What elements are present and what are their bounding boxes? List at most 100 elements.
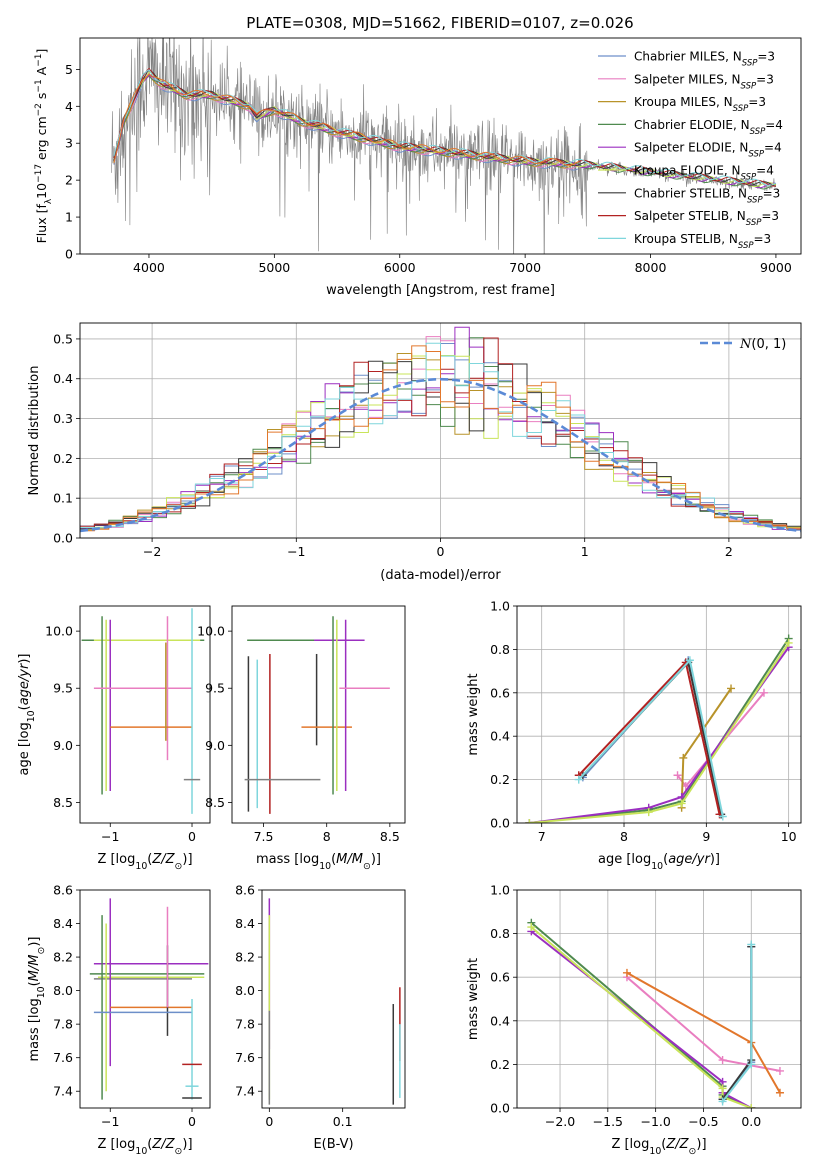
y-tick-label: 0.4 bbox=[53, 371, 73, 386]
y-tick-label: 0 bbox=[65, 247, 73, 262]
y-axis-label: mass weight bbox=[466, 673, 481, 755]
label-part: Z [log bbox=[97, 852, 135, 867]
plus-marker bbox=[673, 771, 682, 780]
legend-name: Kroupa ELODIE, N bbox=[634, 164, 741, 178]
plus-marker bbox=[747, 1104, 756, 1108]
y-tick-label: 1.0 bbox=[490, 883, 510, 898]
y-tick-label: 2 bbox=[65, 173, 73, 188]
x-tick-label: 6000 bbox=[384, 260, 416, 275]
model-spectrum-line bbox=[113, 73, 580, 166]
x-tick-label: 2 bbox=[725, 544, 733, 559]
y-tick-label: 0.4 bbox=[490, 729, 510, 744]
age-vs-metallicity-panel: −1 08.59.09.510.0Z [log10(Z/Z⊙)]age [log1… bbox=[17, 605, 211, 872]
label-part: M/M bbox=[336, 852, 363, 867]
label-part: age/yr bbox=[17, 662, 32, 705]
label-part: age/yr bbox=[668, 852, 711, 867]
y-tick-label: 0.5 bbox=[53, 331, 73, 346]
legend-n: =3 bbox=[748, 95, 766, 109]
series-group bbox=[622, 973, 784, 1075]
series-line bbox=[676, 692, 765, 788]
label-part: 10 bbox=[651, 861, 663, 872]
plus-marker bbox=[718, 1056, 727, 1065]
label-part: ( bbox=[17, 705, 32, 710]
legend-sub: SSP bbox=[750, 127, 766, 137]
legend-n: =4 bbox=[765, 118, 783, 132]
axes-frame bbox=[79, 605, 211, 824]
y-axis-label: age [log10(age/yr)] bbox=[17, 653, 37, 775]
label-part: −1 bbox=[34, 79, 44, 92]
x-tick-label: 5000 bbox=[258, 260, 290, 275]
legend-label: N(0, 1) bbox=[739, 337, 786, 352]
label-part: Z [log bbox=[611, 1137, 649, 1152]
x-tick-label: −1 bbox=[287, 544, 305, 559]
y-tick-label: 8.6 bbox=[53, 883, 73, 898]
y-tick-label: 8.0 bbox=[53, 983, 73, 998]
plot-area bbox=[527, 918, 784, 1108]
legend-label: Chabrier STELIB, NSSP=3 bbox=[634, 186, 780, 205]
series-line bbox=[529, 646, 790, 823]
y-axis-label: Flux [fλ10−17 erg cm−2 s−1 A−1] bbox=[34, 49, 54, 244]
label-part: ( bbox=[663, 852, 668, 867]
x-tick-label: −0.5 bbox=[688, 1114, 718, 1129]
y-tick-label: 0.2 bbox=[490, 772, 510, 787]
y-tick-label: 0.2 bbox=[53, 451, 73, 466]
legend-label: Chabrier MILES, NSSP=3 bbox=[634, 50, 775, 69]
series-line bbox=[577, 658, 724, 817]
x-axis-label: Z [log10(Z/Z⊙)] bbox=[611, 1137, 706, 1157]
label-part: 10 bbox=[135, 1146, 147, 1157]
plus-marker bbox=[574, 775, 583, 784]
legend-sub: SSP bbox=[747, 195, 763, 205]
y-tick-label: 0.1 bbox=[53, 491, 73, 506]
y-tick-label: 8.5 bbox=[53, 795, 73, 810]
series-group bbox=[525, 634, 793, 823]
series-group bbox=[525, 638, 793, 823]
series-group bbox=[525, 643, 793, 823]
x-tick-label: 8 bbox=[323, 829, 331, 844]
plus-marker bbox=[718, 1084, 727, 1093]
plus-marker bbox=[747, 940, 756, 949]
y-tick-label: 8.2 bbox=[235, 950, 255, 965]
label-part: A bbox=[34, 66, 49, 79]
label-part: −2 bbox=[34, 103, 44, 116]
plot-area bbox=[111, 38, 777, 254]
y-tick-label: 0.6 bbox=[490, 685, 510, 700]
legend-sub: SSP bbox=[738, 241, 754, 251]
label-part: 10 bbox=[36, 986, 47, 998]
y-tick-label: 0.0 bbox=[490, 1101, 510, 1116]
series-line bbox=[530, 921, 752, 1108]
x-tick-label: 1 bbox=[581, 544, 589, 559]
legend-symbol: N bbox=[739, 337, 752, 352]
y-tick-label: 0.0 bbox=[490, 816, 510, 831]
series-line bbox=[582, 658, 723, 815]
plot-area bbox=[80, 326, 801, 533]
histogram-step-line bbox=[80, 342, 801, 531]
y-tick-label: 5 bbox=[65, 62, 73, 77]
label-part: ] bbox=[34, 49, 49, 54]
legend-name: Salpeter MILES, N bbox=[634, 72, 741, 86]
axes-frame bbox=[231, 605, 406, 824]
y-tick-label: 8.2 bbox=[53, 950, 73, 965]
series-group bbox=[574, 656, 727, 821]
label-part: ⊙ bbox=[363, 861, 371, 872]
legend-sub: SSP bbox=[742, 59, 758, 69]
label-part: erg cm bbox=[34, 116, 49, 164]
label-part: Z/Z bbox=[151, 1137, 175, 1152]
mass-vs-ebv-panel: 0 0.1 7.4 7.6 7.8 8.0 8.2 8.4 8.6 E(B-V) bbox=[235, 883, 406, 1152]
label-part: )] bbox=[710, 852, 720, 867]
y-tick-label: 0.4 bbox=[490, 1013, 510, 1028]
y-tick-label: 8.6 bbox=[235, 883, 255, 898]
age-vs-mass-panel: 7.5 8 8.5 8.5 9.0 9.5 10.0 mass [log10(M/M⊙)] bbox=[197, 605, 406, 872]
spectrum-panel: 4000 5000 6000 7000 8000 9000 0 1 2 3 4 5 wavelength… bbox=[34, 37, 802, 298]
y-tick-label: 0.6 bbox=[490, 970, 510, 985]
label-part: 10 bbox=[26, 710, 37, 722]
label-part: 10 bbox=[649, 1146, 661, 1157]
legend-name: Chabrier ELODIE, N bbox=[634, 118, 750, 132]
series-group bbox=[527, 923, 756, 1108]
label-part: age [log bbox=[598, 852, 651, 867]
axes-frame bbox=[79, 889, 211, 1109]
plus-marker bbox=[727, 684, 736, 693]
y-tick-label: 7.4 bbox=[53, 1084, 73, 1099]
label-part: mass [log bbox=[27, 998, 42, 1061]
y-tick-label: 4 bbox=[65, 99, 73, 114]
